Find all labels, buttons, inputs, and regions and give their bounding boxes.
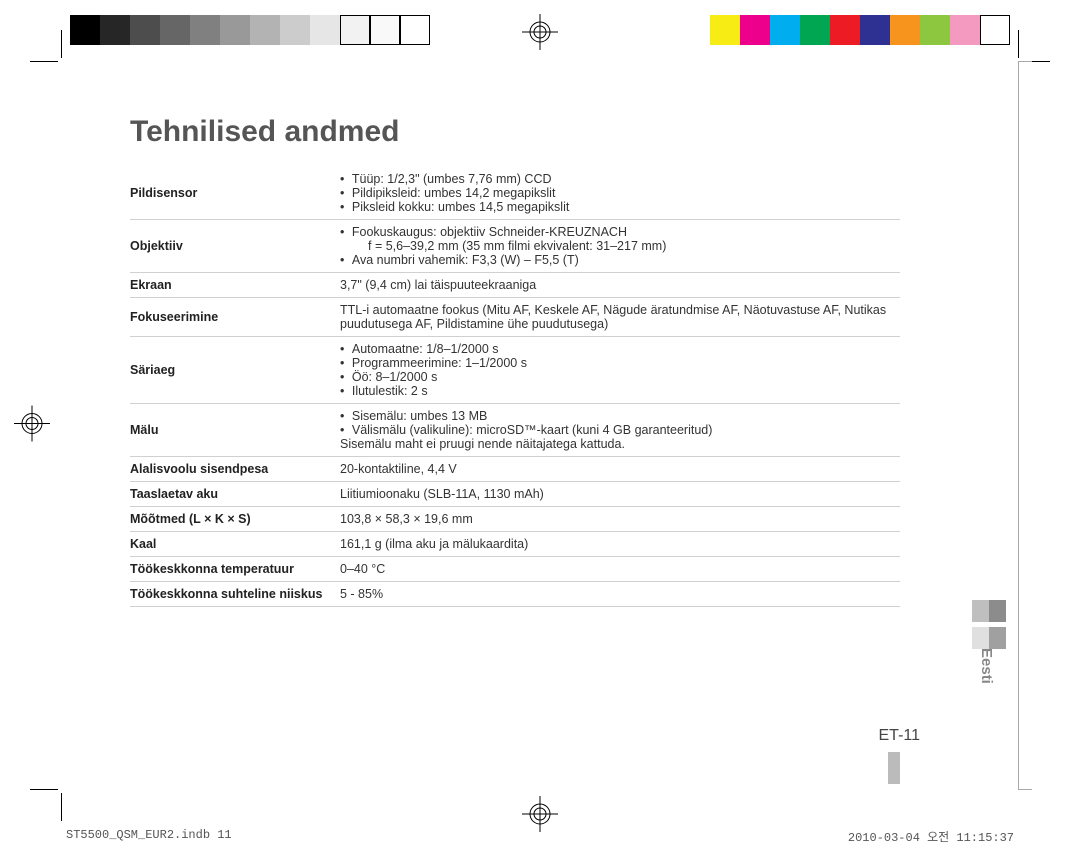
spec-bullet: Automaatne: 1/8–1/2000 s [354,342,892,356]
spec-label: Säriaeg [130,337,340,404]
table-row: Ekraan3,7" (9,4 cm) lai täispuuteekraani… [130,273,900,298]
page-index-mark [888,752,900,784]
spec-value: 161,1 g (ilma aku ja mälukaardita) [340,532,900,557]
color-colorbar [710,15,1010,45]
spec-label: Töökeskkonna suhteline niiskus [130,582,340,607]
registration-mark-icon [14,405,50,446]
spec-label: Töökeskkonna temperatuur [130,557,340,582]
crop-mark [1018,30,1019,58]
color-swatch [710,15,740,45]
spec-bullet: Programmeerimine: 1–1/2000 s [354,356,892,370]
page-content: Tehnilised andmed PildisensorTüüp: 1/2,3… [130,115,960,607]
table-row: FokuseerimineTTL-i automaatne fookus (Mi… [130,298,900,337]
spec-label: Alalisvoolu sisendpesa [130,457,340,482]
spec-bullet: Piksleid kokku: umbes 14,5 megapikslit [354,200,892,214]
spec-bullet: Tüüp: 1/2,3" (umbes 7,76 mm) CCD [354,172,892,186]
spec-value: 103,8 × 58,3 × 19,6 mm [340,507,900,532]
spec-note: Sisemälu maht ei pruugi nende näitajateg… [340,437,892,451]
page-frame [1018,61,1019,789]
color-swatch [950,15,980,45]
color-swatch [340,15,370,45]
spec-bullet: Sisemälu: umbes 13 MB [354,409,892,423]
spec-value: Fookuskaugus: objektiiv Schneider-KREUZN… [340,220,900,273]
crop-mark [61,793,62,821]
color-swatch [160,15,190,45]
spec-bullet: Pildipiksleid: umbes 14,2 megapikslit [354,186,892,200]
color-swatch [980,15,1010,45]
crop-mark [61,30,62,58]
spec-label: Fokuseerimine [130,298,340,337]
table-row: Taaslaetav akuLiitiumioonaku (SLB-11A, 1… [130,482,900,507]
spec-label: Mõõtmed (L × K × S) [130,507,340,532]
page-frame [1018,61,1032,62]
color-swatch [130,15,160,45]
spec-label: Kaal [130,532,340,557]
spec-value: 0–40 °C [340,557,900,582]
footer-timestamp: 2010-03-04 오전 11:15:37 [848,828,1014,845]
color-swatch [860,15,890,45]
spec-label: Pildisensor [130,167,340,220]
spec-bullet: Öö: 8–1/2000 s [354,370,892,384]
print-footer: ST5500_QSM_EUR2.indb 11 2010-03-04 오전 11… [66,828,1014,845]
color-swatch [100,15,130,45]
table-row: SäriaegAutomaatne: 1/8–1/2000 sProgramme… [130,337,900,404]
grayscale-colorbar [70,15,430,45]
spec-value: Automaatne: 1/8–1/2000 sProgrammeerimine… [340,337,900,404]
spec-bullet: Välismälu (valikuline): microSD™-kaart (… [354,423,892,437]
color-swatch [890,15,920,45]
spec-label: Ekraan [130,273,340,298]
color-swatch [830,15,860,45]
specs-table: PildisensorTüüp: 1/2,3" (umbes 7,76 mm) … [130,167,900,607]
spec-bullet: Ilutulestik: 2 s [354,384,892,398]
color-swatch [70,15,100,45]
spec-label: Taaslaetav aku [130,482,340,507]
color-swatch [400,15,430,45]
tab-block [989,627,1006,649]
registration-mark-icon [522,14,558,55]
table-row: Mõõtmed (L × K × S)103,8 × 58,3 × 19,6 m… [130,507,900,532]
tab-block [972,627,989,649]
spec-bullet: Ava numbri vahemik: F3,3 (W) – F5,5 (T) [354,253,892,267]
table-row: Objektiiv Fookuskaugus: objektiiv Schneid… [130,220,900,273]
color-swatch [800,15,830,45]
color-swatch [280,15,310,45]
color-swatch [220,15,250,45]
spec-value: Tüüp: 1/2,3" (umbes 7,76 mm) CCDPildipik… [340,167,900,220]
color-swatch [250,15,280,45]
spec-value: Liitiumioonaku (SLB-11A, 1130 mAh) [340,482,900,507]
table-row: Töökeskkonna temperatuur0–40 °C [130,557,900,582]
table-row: Kaal161,1 g (ilma aku ja mälukaardita) [130,532,900,557]
table-row: MäluSisemälu: umbes 13 MBVälismälu (vali… [130,404,900,457]
crop-mark [30,789,58,790]
spec-value: 3,7" (9,4 cm) lai täispuuteekraaniga [340,273,900,298]
color-swatch [190,15,220,45]
color-swatch [740,15,770,45]
language-tab: Eesti [972,600,1006,720]
spec-label: Mälu [130,404,340,457]
page-number: ET-11 [879,727,921,745]
table-row: PildisensorTüüp: 1/2,3" (umbes 7,76 mm) … [130,167,900,220]
color-swatch [770,15,800,45]
footer-file: ST5500_QSM_EUR2.indb 11 [66,828,232,845]
tab-color-blocks [972,600,1006,654]
language-tab-label: Eesti [978,648,995,684]
spec-value: Sisemälu: umbes 13 MBVälismälu (valikuli… [340,404,900,457]
color-swatch [370,15,400,45]
table-row: Töökeskkonna suhteline niiskus5 - 85% [130,582,900,607]
tab-block [989,600,1006,622]
spec-value: TTL-i automaatne fookus (Mitu AF, Keskel… [340,298,900,337]
page-frame [1018,789,1032,790]
color-swatch [310,15,340,45]
tab-block [972,600,989,622]
spec-value: 20-kontaktiline, 4,4 V [340,457,900,482]
spec-value: 5 - 85% [340,582,900,607]
crop-mark [30,61,58,62]
spec-label: Objektiiv [130,220,340,273]
page-title: Tehnilised andmed [130,115,960,149]
color-swatch [920,15,950,45]
spec-bullet: Fookuskaugus: objektiiv Schneider-KREUZN… [354,225,892,253]
table-row: Alalisvoolu sisendpesa20-kontaktiline, 4… [130,457,900,482]
